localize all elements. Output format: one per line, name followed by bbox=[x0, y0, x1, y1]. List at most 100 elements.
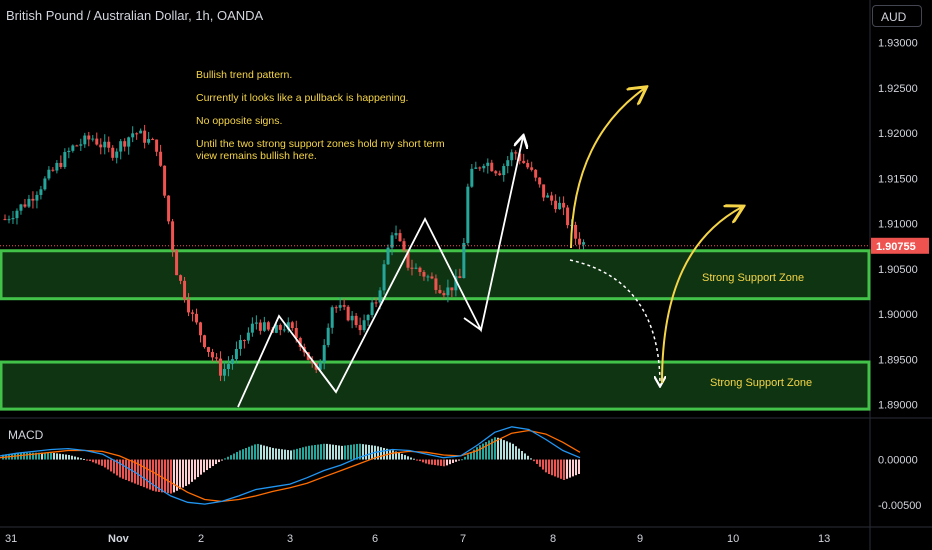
macd-histogram-bar bbox=[362, 444, 364, 460]
macd-histogram-bar bbox=[128, 459, 130, 482]
time-tick-label: 2 bbox=[198, 533, 204, 545]
candle-body bbox=[330, 307, 334, 328]
candle-body bbox=[103, 141, 107, 148]
candle-body bbox=[242, 340, 246, 342]
candle-body bbox=[59, 162, 63, 167]
macd-histogram-bar bbox=[275, 448, 277, 460]
candle-body bbox=[466, 186, 470, 243]
candle-body bbox=[43, 178, 47, 190]
candle-body bbox=[322, 345, 326, 363]
candle-body bbox=[318, 362, 322, 370]
candle-body bbox=[442, 293, 446, 296]
macd-histogram-bar bbox=[482, 443, 484, 460]
candle-body bbox=[274, 325, 278, 333]
candle-body bbox=[574, 224, 578, 239]
macd-histogram-bar bbox=[560, 459, 562, 479]
macd-histogram-bar bbox=[575, 459, 577, 476]
candle-body bbox=[206, 347, 210, 352]
bullish-projection-arrow bbox=[570, 88, 645, 249]
macd-line bbox=[0, 426, 581, 505]
macd-histogram-bar bbox=[155, 459, 157, 492]
macd-histogram-bar bbox=[404, 455, 406, 460]
candle-body bbox=[55, 162, 59, 171]
macd-histogram-bar bbox=[116, 459, 118, 476]
macd-histogram-bar bbox=[293, 449, 295, 460]
candle-body bbox=[546, 195, 550, 198]
macd-histogram-bar bbox=[452, 459, 454, 463]
macd-signal-line bbox=[0, 429, 581, 503]
candle-body bbox=[51, 169, 55, 171]
macd-histogram-bar bbox=[551, 459, 553, 476]
macd-histogram-bar bbox=[32, 452, 34, 460]
analysis-notes: Bullish trend pattern. Currently it look… bbox=[196, 69, 446, 162]
price-tick-label: 1.91500 bbox=[878, 173, 918, 185]
macd-histogram-bar bbox=[62, 454, 64, 460]
macd-histogram-bar bbox=[350, 444, 352, 460]
macd-histogram-bar bbox=[41, 452, 43, 460]
macd-histogram-bar bbox=[437, 459, 439, 466]
zone-upper-label: Strong Support Zone bbox=[702, 272, 805, 284]
macd-histogram-bar bbox=[509, 442, 511, 460]
candle-body bbox=[282, 329, 286, 331]
macd-histogram-bar bbox=[221, 459, 223, 461]
macd-histogram-bar bbox=[254, 444, 256, 460]
candle-body bbox=[582, 242, 586, 245]
candle-body bbox=[262, 322, 266, 331]
candle-body bbox=[222, 369, 226, 376]
macd-histogram-bar bbox=[203, 459, 205, 473]
macd-pane bbox=[0, 426, 581, 505]
candle-body bbox=[19, 204, 23, 211]
candle-body bbox=[522, 160, 526, 164]
price-tick-label: 1.93000 bbox=[878, 38, 918, 50]
macd-histogram-bar bbox=[446, 459, 448, 466]
macd-histogram-bar bbox=[167, 459, 169, 494]
candle-body bbox=[135, 133, 139, 135]
macd-histogram-bar bbox=[434, 459, 436, 466]
currency-button[interactable]: AUD bbox=[872, 5, 922, 27]
candle-body bbox=[15, 210, 19, 219]
price-tick-label: 1.89500 bbox=[878, 354, 918, 366]
macd-histogram-bar bbox=[188, 459, 190, 485]
macd-histogram-bar bbox=[299, 448, 301, 460]
macd-histogram-bar bbox=[389, 449, 391, 460]
macd-histogram-bar bbox=[236, 451, 238, 460]
candle-body bbox=[27, 198, 31, 207]
macd-histogram-bar bbox=[191, 459, 193, 482]
macd-histogram-bar bbox=[458, 459, 460, 461]
candle-body bbox=[526, 163, 530, 168]
note-line: Until the two strong support zones hold … bbox=[196, 138, 445, 162]
macd-histogram-bar bbox=[365, 444, 367, 460]
macd-tick-label: 0.00000 bbox=[878, 455, 918, 467]
macd-histogram-bar bbox=[92, 459, 94, 463]
macd-histogram-bar bbox=[536, 459, 538, 464]
macd-histogram-bar bbox=[335, 445, 337, 460]
chart-title: British Pound / Australian Dollar, 1h, O… bbox=[6, 8, 264, 23]
candle-body bbox=[478, 167, 482, 169]
note-line: Bullish trend pattern. bbox=[196, 69, 293, 81]
last-price-tag bbox=[871, 237, 929, 254]
candle-body bbox=[218, 358, 222, 376]
macd-histogram-bar bbox=[305, 446, 307, 460]
wave-leg bbox=[317, 367, 337, 393]
macd-histogram-bar bbox=[377, 446, 379, 460]
macd-histogram-bar bbox=[179, 459, 181, 490]
candle-body bbox=[542, 184, 546, 198]
candle-body bbox=[350, 315, 354, 321]
macd-histogram-bar bbox=[461, 459, 463, 461]
macd-histogram-bar bbox=[419, 459, 421, 462]
macd-histogram-bar bbox=[473, 449, 475, 460]
macd-histogram-bar bbox=[86, 459, 88, 461]
macd-histogram-bar bbox=[329, 444, 331, 460]
candle-body bbox=[338, 305, 342, 308]
macd-histogram-bar bbox=[65, 454, 67, 460]
candle-body bbox=[123, 141, 127, 147]
zone-lower-label: Strong Support Zone bbox=[710, 377, 813, 389]
candle-body bbox=[406, 250, 410, 268]
macd-histogram-bar bbox=[467, 454, 469, 460]
candle-body bbox=[35, 194, 39, 201]
macd-histogram-bar bbox=[503, 440, 505, 460]
candle-body bbox=[538, 177, 542, 185]
macd-histogram-bar bbox=[284, 449, 286, 460]
macd-histogram-bar bbox=[185, 459, 187, 486]
